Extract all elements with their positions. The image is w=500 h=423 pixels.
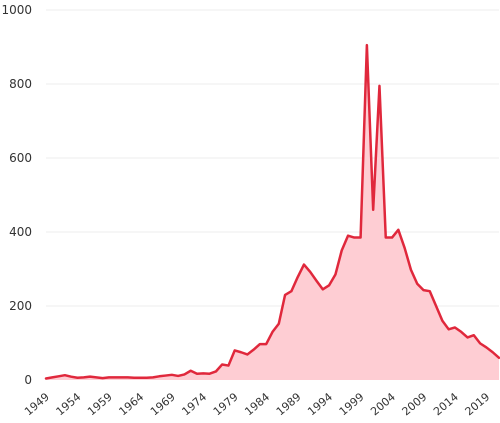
y-tick-label: 400 bbox=[9, 225, 32, 239]
x-tick-label: 1969 bbox=[148, 390, 178, 418]
x-tick-label: 1984 bbox=[242, 390, 272, 418]
x-tick-label: 1999 bbox=[337, 390, 367, 418]
y-tick-label: 600 bbox=[9, 151, 32, 165]
x-tick-label: 1959 bbox=[85, 390, 115, 418]
gridlines bbox=[46, 9, 499, 307]
y-tick-label: 1000 bbox=[1, 3, 32, 17]
x-tick-label: 1974 bbox=[179, 390, 209, 418]
y-tick-label: 0 bbox=[24, 373, 32, 387]
x-tick-label: 1949 bbox=[22, 390, 52, 418]
x-tick-label: 1954 bbox=[54, 390, 84, 418]
x-axis: 1949 1954 1959 1964 1969 1974 1979 1984 1989 1994… bbox=[22, 390, 492, 418]
y-tick-label: 800 bbox=[9, 77, 32, 91]
y-tick-label: 200 bbox=[9, 299, 32, 313]
x-tick-label: 1979 bbox=[211, 390, 241, 418]
area-fill bbox=[46, 45, 499, 381]
x-tick-label: 2014 bbox=[431, 390, 461, 418]
x-tick-label: 2009 bbox=[400, 390, 430, 418]
x-tick-label: 1964 bbox=[116, 390, 146, 418]
x-tick-label: 1994 bbox=[305, 390, 335, 418]
x-tick-label: 2019 bbox=[463, 390, 493, 418]
x-tick-label: 1989 bbox=[274, 390, 304, 418]
x-tick-label: 2004 bbox=[368, 390, 398, 418]
y-axis: 0 200 400 600 800 1000 bbox=[1, 3, 32, 387]
series-line bbox=[44, 43, 500, 380]
